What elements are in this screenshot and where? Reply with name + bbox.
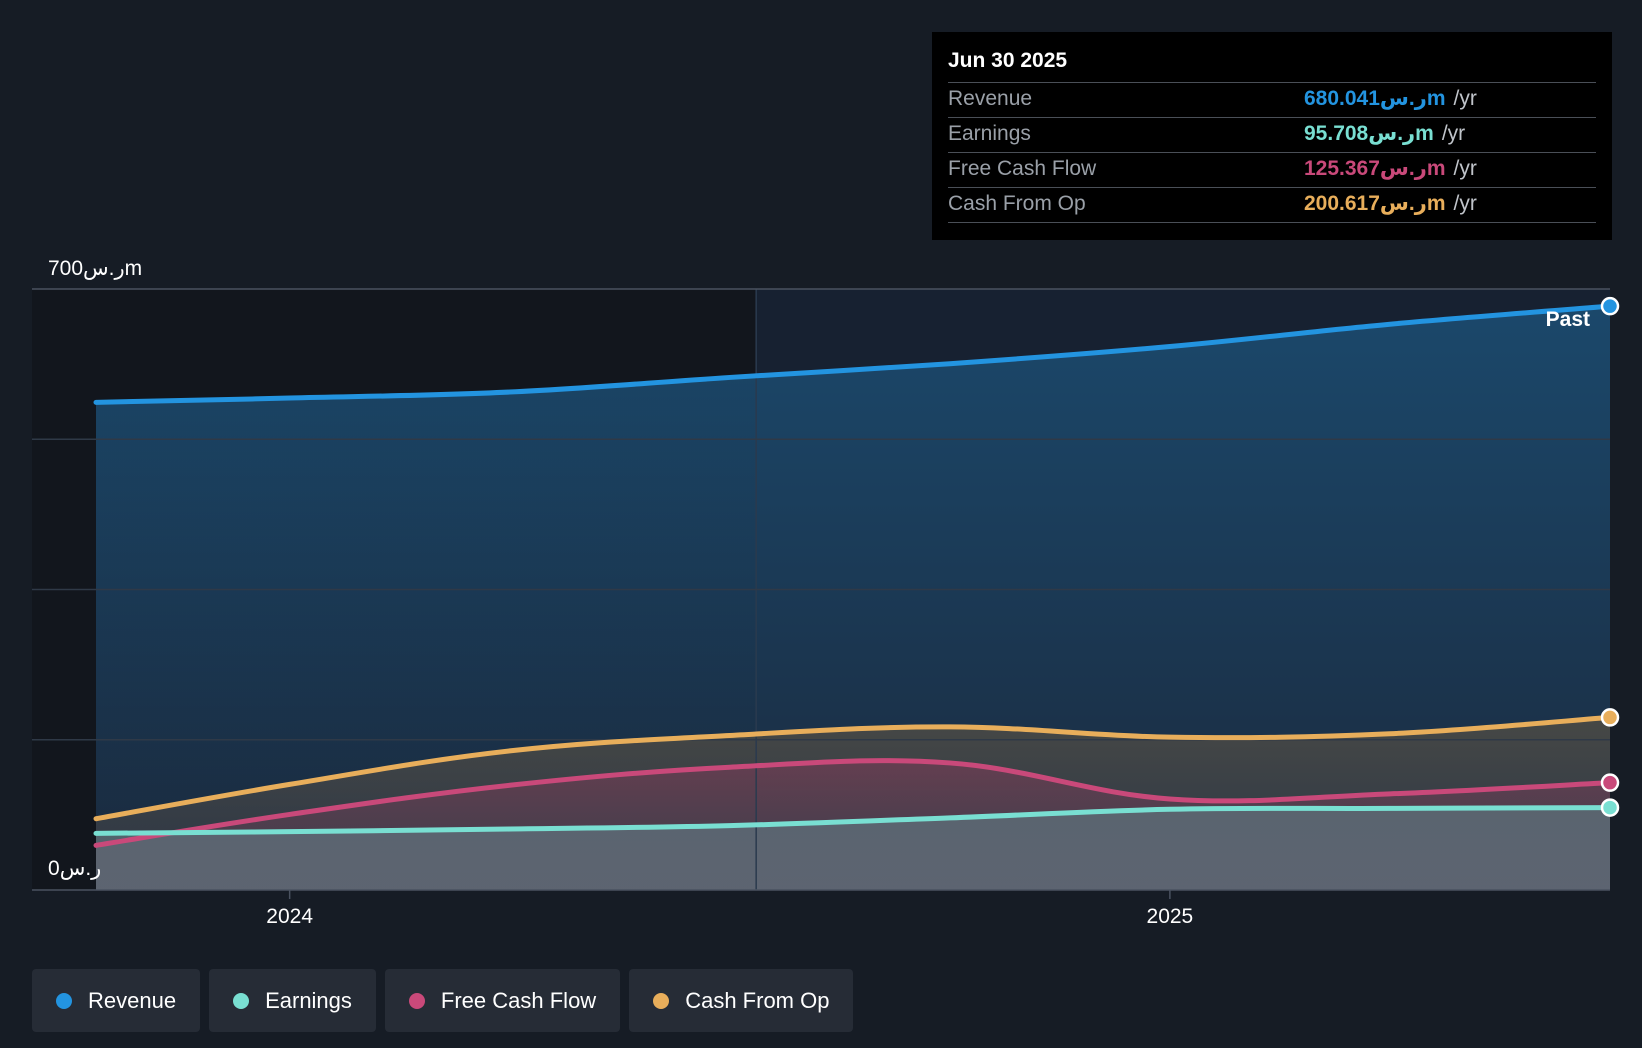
- line-earnings: [93, 805, 1613, 836]
- marker-free-cash-flow: [1600, 773, 1620, 792]
- legend-label: Cash From Op: [685, 987, 830, 1013]
- tooltip-value: 680.041ر.سm: [1304, 87, 1446, 110]
- marker-cash-from-op: [1600, 708, 1620, 727]
- tooltip-panel: Jun 30 2025 Revenue 680.041ر.سm /yr Earn…: [932, 32, 1612, 240]
- legend: Revenue Earnings Free Cash Flow Cash Fro…: [32, 969, 854, 1032]
- tooltip-unit: /yr: [1441, 122, 1466, 145]
- x-tick-label: 2024: [266, 905, 313, 928]
- y-axis-max-label: 700ر.سm: [48, 257, 142, 280]
- tooltip-value: 125.367ر.سm: [1304, 157, 1446, 180]
- tooltip-date: Jun 30 2025: [948, 46, 1596, 83]
- tooltip-row-cash-from-op: Cash From Op 200.617ر.سm /yr: [948, 188, 1596, 223]
- legend-item-free-cash-flow[interactable]: Free Cash Flow: [384, 969, 621, 1032]
- tooltip-unit: /yr: [1453, 192, 1477, 215]
- marker-revenue: [1600, 296, 1620, 316]
- legend-item-cash-from-op[interactable]: Cash From Op: [629, 969, 854, 1032]
- area-earnings: [96, 807, 1610, 890]
- line-revenue: [93, 303, 1613, 405]
- tooltip-value: 95.708ر.سm: [1304, 122, 1434, 145]
- line-free-cash-flow: [93, 758, 1613, 848]
- legend-label: Earnings: [265, 987, 352, 1013]
- tooltip-label: Revenue: [948, 87, 1033, 110]
- tooltip-unit: /yr: [1453, 157, 1477, 180]
- legend-dot-icon: [653, 992, 670, 1009]
- line-cash-from-op: [93, 714, 1613, 822]
- tooltip-unit: /yr: [1453, 87, 1477, 110]
- tooltip-value: 200.617ر.سm: [1304, 192, 1446, 215]
- y-axis-min-label: 0ر.س: [48, 857, 101, 880]
- legend-dot-icon: [408, 992, 425, 1009]
- tooltip-row-earnings: Earnings 95.708ر.سm /yr: [948, 118, 1596, 153]
- legend-item-earnings[interactable]: Earnings: [209, 969, 376, 1032]
- tooltip-label: Earnings: [948, 122, 1031, 145]
- legend-label: Revenue: [88, 987, 177, 1013]
- tooltip-label: Free Cash Flow: [948, 157, 1097, 180]
- x-tick-label: 2025: [1147, 905, 1194, 928]
- legend-label: Free Cash Flow: [440, 987, 597, 1013]
- marker-earnings: [1600, 798, 1620, 817]
- tooltip-row-revenue: Revenue 680.041ر.سm /yr: [948, 83, 1596, 118]
- legend-dot-icon: [233, 992, 250, 1009]
- past-label: Past: [1546, 308, 1590, 331]
- legend-dot-icon: [56, 992, 72, 1009]
- tooltip-row-free-cash-flow: Free Cash Flow 125.367ر.سm /yr: [948, 153, 1596, 188]
- legend-item-revenue[interactable]: Revenue: [32, 969, 201, 1032]
- tooltip-label: Cash From Op: [948, 192, 1086, 215]
